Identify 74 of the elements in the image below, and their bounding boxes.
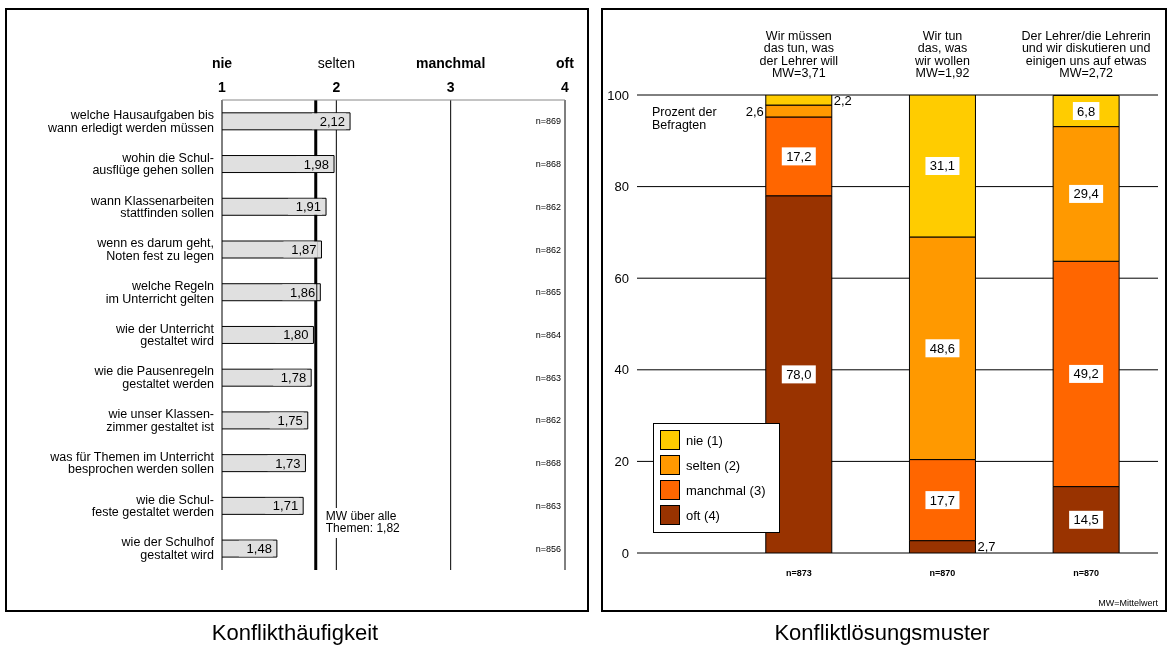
data-label: 1,75 xyxy=(277,412,303,428)
y-axis-title: Prozent der Befragten xyxy=(652,105,717,132)
annotation: n=865 xyxy=(535,287,561,298)
text: manchmal xyxy=(416,55,486,71)
text: selten xyxy=(317,55,356,71)
legend-label: selten (2) xyxy=(686,457,741,473)
text: oft xyxy=(556,55,575,71)
data-label: 2,6 xyxy=(745,103,764,119)
y-tick-label: wie die Schul- feste gestaltet werden xyxy=(91,492,215,520)
y-tick-label: welche Hausaufgaben bis wann erledigt werden müssen xyxy=(46,108,215,135)
text: n=870 xyxy=(929,568,956,578)
data-label: 31,1 xyxy=(929,158,956,174)
data-label: 1,48 xyxy=(246,541,272,557)
data-label: 1,87 xyxy=(291,242,317,257)
data-label: 1,86 xyxy=(290,284,316,300)
y-tick-label: was für Themen im Unterricht besprochen werden sollen xyxy=(49,449,215,477)
x-tick-label: 1 xyxy=(218,79,227,95)
y-tick-label: wie der Unterricht gestaltet wird xyxy=(115,321,215,349)
y-tick-label: 100 xyxy=(607,87,629,103)
data-label: 1,80 xyxy=(283,327,309,343)
data-label: 6,8 xyxy=(1077,103,1096,119)
y-tick-label: 80 xyxy=(614,179,629,195)
text: Konfliktlösungsmuster xyxy=(773,620,991,646)
y-tick-label: wann Klassenarbeiten stattfinden sollen xyxy=(90,193,215,221)
x-tick-label: 2 xyxy=(332,79,341,95)
y-tick-label: welche Regeln im Unterricht gelten xyxy=(105,279,215,306)
data-label: 14,5 xyxy=(1073,512,1099,528)
x-tick-label: 3 xyxy=(446,79,455,95)
x-tick-label: 4 xyxy=(561,79,570,95)
data-label: 2,7 xyxy=(977,539,996,555)
legend-label: nie (1) xyxy=(686,432,723,448)
data-label: 2,12 xyxy=(319,113,346,129)
y-tick-label: wohin die Schul- ausflüge gehen sollen xyxy=(92,150,215,178)
data-label: 29,4 xyxy=(1073,186,1099,202)
annotation: n=868 xyxy=(535,159,561,170)
data-label: 1,71 xyxy=(272,498,299,514)
y-tick-label: 0 xyxy=(621,545,629,561)
y-tick-label: 40 xyxy=(614,362,629,378)
annotation: n=863 xyxy=(535,372,561,383)
data-label: 48,6 xyxy=(929,340,956,356)
data-label: 17,7 xyxy=(929,492,956,508)
y-tick-label: wie der Schulhof gestaltet wird xyxy=(120,535,215,562)
annotation: n=868 xyxy=(535,458,561,469)
text: n=873 xyxy=(785,568,812,578)
x-tick-label: Wir müssen das tun, was der Lehrer will MW=3,71 xyxy=(759,28,839,80)
text: n=870 xyxy=(1073,568,1100,578)
data-label: 1,73 xyxy=(275,455,301,471)
x-tick-label: Der Lehrer/die Lehrerin und wir diskutieren und einigen uns auf etwas MW=2,72 xyxy=(1021,28,1151,80)
y-tick-label: 60 xyxy=(614,270,629,286)
text: nie xyxy=(211,55,233,71)
data-label: 49,2 xyxy=(1073,366,1099,382)
ref-line-label: MW über alle Themen: 1,82 xyxy=(325,509,401,535)
data-label: 17,2 xyxy=(786,148,812,164)
annotation: n=869 xyxy=(535,116,561,127)
y-tick-label: wie die Pausenregeln gestaltet werden xyxy=(93,364,215,391)
annotation: n=862 xyxy=(535,244,561,255)
text: Konflikthäufigkeit xyxy=(210,620,380,646)
y-tick-label: wenn es darum geht, Noten fest zu legen xyxy=(96,236,215,263)
legend-label: manchmal (3) xyxy=(686,482,766,498)
data-label: 1,98 xyxy=(303,156,330,172)
legend-label: oft (4) xyxy=(686,507,720,523)
text: MW=Mittelwert xyxy=(1098,598,1159,608)
y-tick-label: wie unser Klassen- zimmer gestaltet ist xyxy=(106,407,215,434)
x-tick-label: Wir tun das, was wir wollen MW=1,92 xyxy=(914,28,970,80)
annotation: n=862 xyxy=(535,415,561,426)
annotation: n=864 xyxy=(535,329,561,340)
data-label: 78,0 xyxy=(786,366,812,382)
data-label: 1,91 xyxy=(295,199,322,215)
annotation: n=863 xyxy=(535,500,561,511)
data-label: 1,78 xyxy=(280,370,307,386)
annotation: n=856 xyxy=(535,543,561,554)
annotation: n=862 xyxy=(535,201,561,212)
y-tick-label: 20 xyxy=(614,454,629,470)
data-label: 2,2 xyxy=(833,92,852,108)
